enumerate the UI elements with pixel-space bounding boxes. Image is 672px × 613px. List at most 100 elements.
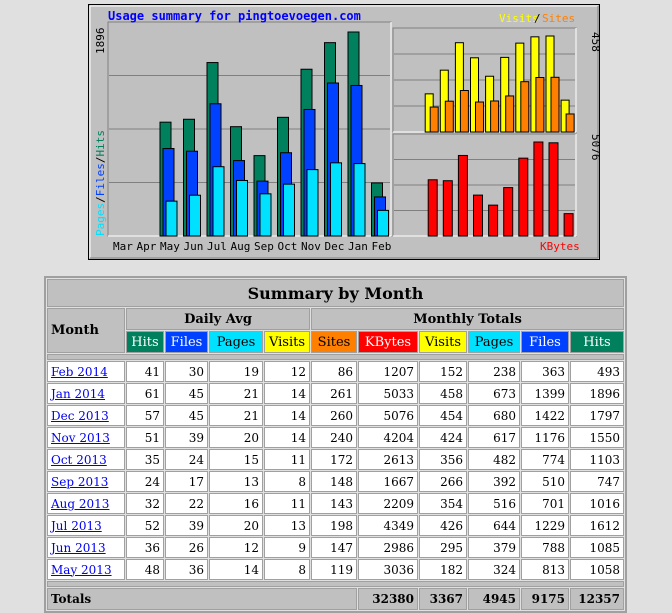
daily-hits-cell: 48 <box>126 559 164 580</box>
monthly-visits-cell: 152 <box>419 361 467 382</box>
bar-kbytes-11 <box>563 213 574 237</box>
monthly-pages-cell: 238 <box>468 361 520 382</box>
monthly-files-cell: 1399 <box>521 383 569 404</box>
y-axis-legend-part: / <box>94 196 107 203</box>
col-header-files: Files <box>165 331 208 353</box>
table-row: Sep 2013 24 17 13 8 148 1667 266 392 510 747 <box>47 471 624 492</box>
month-link[interactable]: Jan 2014 <box>51 386 106 401</box>
daily-avg-header: Daily Avg <box>126 308 310 330</box>
col-header-sites: Sites <box>311 331 357 353</box>
month-link[interactable]: Oct 2013 <box>51 452 107 467</box>
table-row: May 2013 48 36 14 8 119 3036 182 324 813 1058 <box>47 559 624 580</box>
monthly-hits-cell: 493 <box>570 361 624 382</box>
monthly-files-cell: 788 <box>521 537 569 558</box>
table-row: Feb 2014 41 30 19 12 86 1207 152 238 363 493 <box>47 361 624 382</box>
monthly-pages-cell: 379 <box>468 537 520 558</box>
table-title: Summary by Month <box>47 279 624 307</box>
x-tick-label: Dec <box>325 240 345 253</box>
kbytes-panel <box>392 133 577 237</box>
monthly-hits-cell: 747 <box>570 471 624 492</box>
month-link[interactable]: Aug 2013 <box>51 496 110 511</box>
monthly-sites-cell: 198 <box>311 515 357 536</box>
total-hits-cell: 12357 <box>570 588 624 610</box>
monthly-visits-cell: 426 <box>419 515 467 536</box>
bar-kbytes-9 <box>533 141 544 237</box>
month-link[interactable]: Nov 2013 <box>51 430 110 445</box>
monthly-sites-cell: 86 <box>311 361 357 382</box>
monthly-pages-cell: 392 <box>468 471 520 492</box>
month-link[interactable]: May 2013 <box>51 562 112 577</box>
monthly-files-cell: 813 <box>521 559 569 580</box>
monthly-sites-cell: 261 <box>311 383 357 404</box>
main-chart-panel <box>107 21 392 237</box>
bar-pages-oct <box>283 183 295 237</box>
month-link[interactable]: Jun 2013 <box>51 540 106 555</box>
month-link[interactable]: Jul 2013 <box>51 518 102 533</box>
monthly-hits-cell: 1896 <box>570 383 624 404</box>
table-row: Oct 2013 35 24 15 11 172 2613 356 482 774 1103 <box>47 449 624 470</box>
y-axis-legend-part: Files <box>94 163 107 196</box>
total-kbytes-cell: 32380 <box>358 588 418 610</box>
monthly-visits-cell: 356 <box>419 449 467 470</box>
daily-visits-cell: 8 <box>264 471 310 492</box>
month-link[interactable]: Sep 2013 <box>51 474 109 489</box>
totals-row: Totals 32380 3367 4945 9175 12357 <box>47 588 624 610</box>
month-cell: Nov 2013 <box>47 427 125 448</box>
daily-hits-cell: 32 <box>126 493 164 514</box>
monthly-files-cell: 1229 <box>521 515 569 536</box>
daily-pages-cell: 13 <box>209 471 263 492</box>
monthly-sites-cell: 147 <box>311 537 357 558</box>
bar-pages-jun <box>189 194 201 237</box>
legend-kbytes: KBytes <box>540 240 580 253</box>
month-link[interactable]: Feb 2014 <box>51 364 108 379</box>
y-max-visits: 458 <box>589 32 600 52</box>
daily-files-cell: 45 <box>165 405 208 426</box>
daily-files-cell: 39 <box>165 427 208 448</box>
bar-pages-jul <box>212 166 225 237</box>
monthly-sites-cell: 148 <box>311 471 357 492</box>
daily-visits-cell: 14 <box>264 383 310 404</box>
y-axis-legend-part: / <box>94 157 107 164</box>
daily-files-cell: 30 <box>165 361 208 382</box>
table-row: Jul 2013 52 39 20 13 198 4349 426 644 1229 1612 <box>47 515 624 536</box>
month-cell: May 2013 <box>47 559 125 580</box>
month-cell: Feb 2014 <box>47 361 125 382</box>
monthly-pages-cell: 516 <box>468 493 520 514</box>
monthly-sites-cell: 240 <box>311 427 357 448</box>
x-tick-label: Feb <box>372 240 392 253</box>
daily-visits-cell: 13 <box>264 515 310 536</box>
col-header-kbytes: KBytes <box>358 331 418 353</box>
month-cell: Aug 2013 <box>47 493 125 514</box>
monthly-pages-cell: 680 <box>468 405 520 426</box>
bar-kbytes-5 <box>473 194 483 237</box>
total-pages-cell: 4945 <box>468 588 520 610</box>
bar-kbytes-3 <box>442 180 453 237</box>
monthly-files-cell: 363 <box>521 361 569 382</box>
monthly-hits-cell: 1085 <box>570 537 624 558</box>
month-cell: Sep 2013 <box>47 471 125 492</box>
usage-chart: Mar Apr May Jun Jul Aug Sep Oct Nov Dec Jan Feb Usag… <box>88 4 600 260</box>
bar-pages-may <box>165 200 178 237</box>
month-link[interactable]: Dec 2013 <box>51 408 109 423</box>
column-header-row: Hits Files Pages Visits Sites KBytes Visits Pag… <box>47 331 624 353</box>
x-tick-label: Apr <box>137 240 157 253</box>
bar-sites-9 <box>535 77 545 133</box>
monthly-hits-cell: 1612 <box>570 515 624 536</box>
daily-pages-cell: 21 <box>209 405 263 426</box>
daily-files-cell: 17 <box>165 471 208 492</box>
bar-sites-8 <box>520 81 530 133</box>
totals-label: Totals <box>47 588 357 610</box>
monthly-kbytes-cell: 2986 <box>358 537 418 558</box>
x-tick-label: Mar <box>113 240 133 253</box>
table-spacer <box>47 581 624 587</box>
x-tick-label: Jan <box>348 240 368 253</box>
table-row: Jan 2014 61 45 21 14 261 5033 458 673 1399 1896 <box>47 383 624 404</box>
monthly-files-cell: 510 <box>521 471 569 492</box>
monthly-kbytes-cell: 4349 <box>358 515 418 536</box>
chart-title: Usage summary for pingtoevoegen.com <box>108 9 361 23</box>
table-row: Nov 2013 51 39 20 14 240 4204 424 617 1176 1550 <box>47 427 624 448</box>
col-header-pages: Pages <box>468 331 520 353</box>
y-axis-legend-part: Pages <box>94 203 107 236</box>
monthly-files-cell: 1422 <box>521 405 569 426</box>
x-tick-label: Nov <box>301 240 321 253</box>
